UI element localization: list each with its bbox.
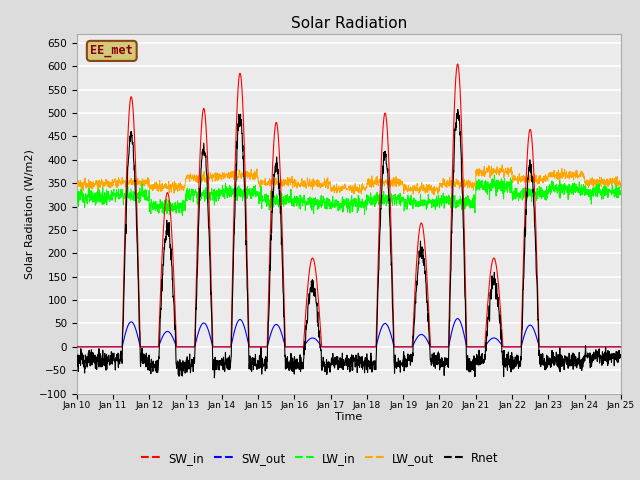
Y-axis label: Solar Radiation (W/m2): Solar Radiation (W/m2) [24, 149, 35, 278]
Legend: SW_in, SW_out, LW_in, LW_out, Rnet: SW_in, SW_out, LW_in, LW_out, Rnet [137, 447, 503, 469]
Title: Solar Radiation: Solar Radiation [291, 16, 407, 31]
Text: EE_met: EE_met [90, 44, 133, 58]
X-axis label: Time: Time [335, 412, 362, 421]
